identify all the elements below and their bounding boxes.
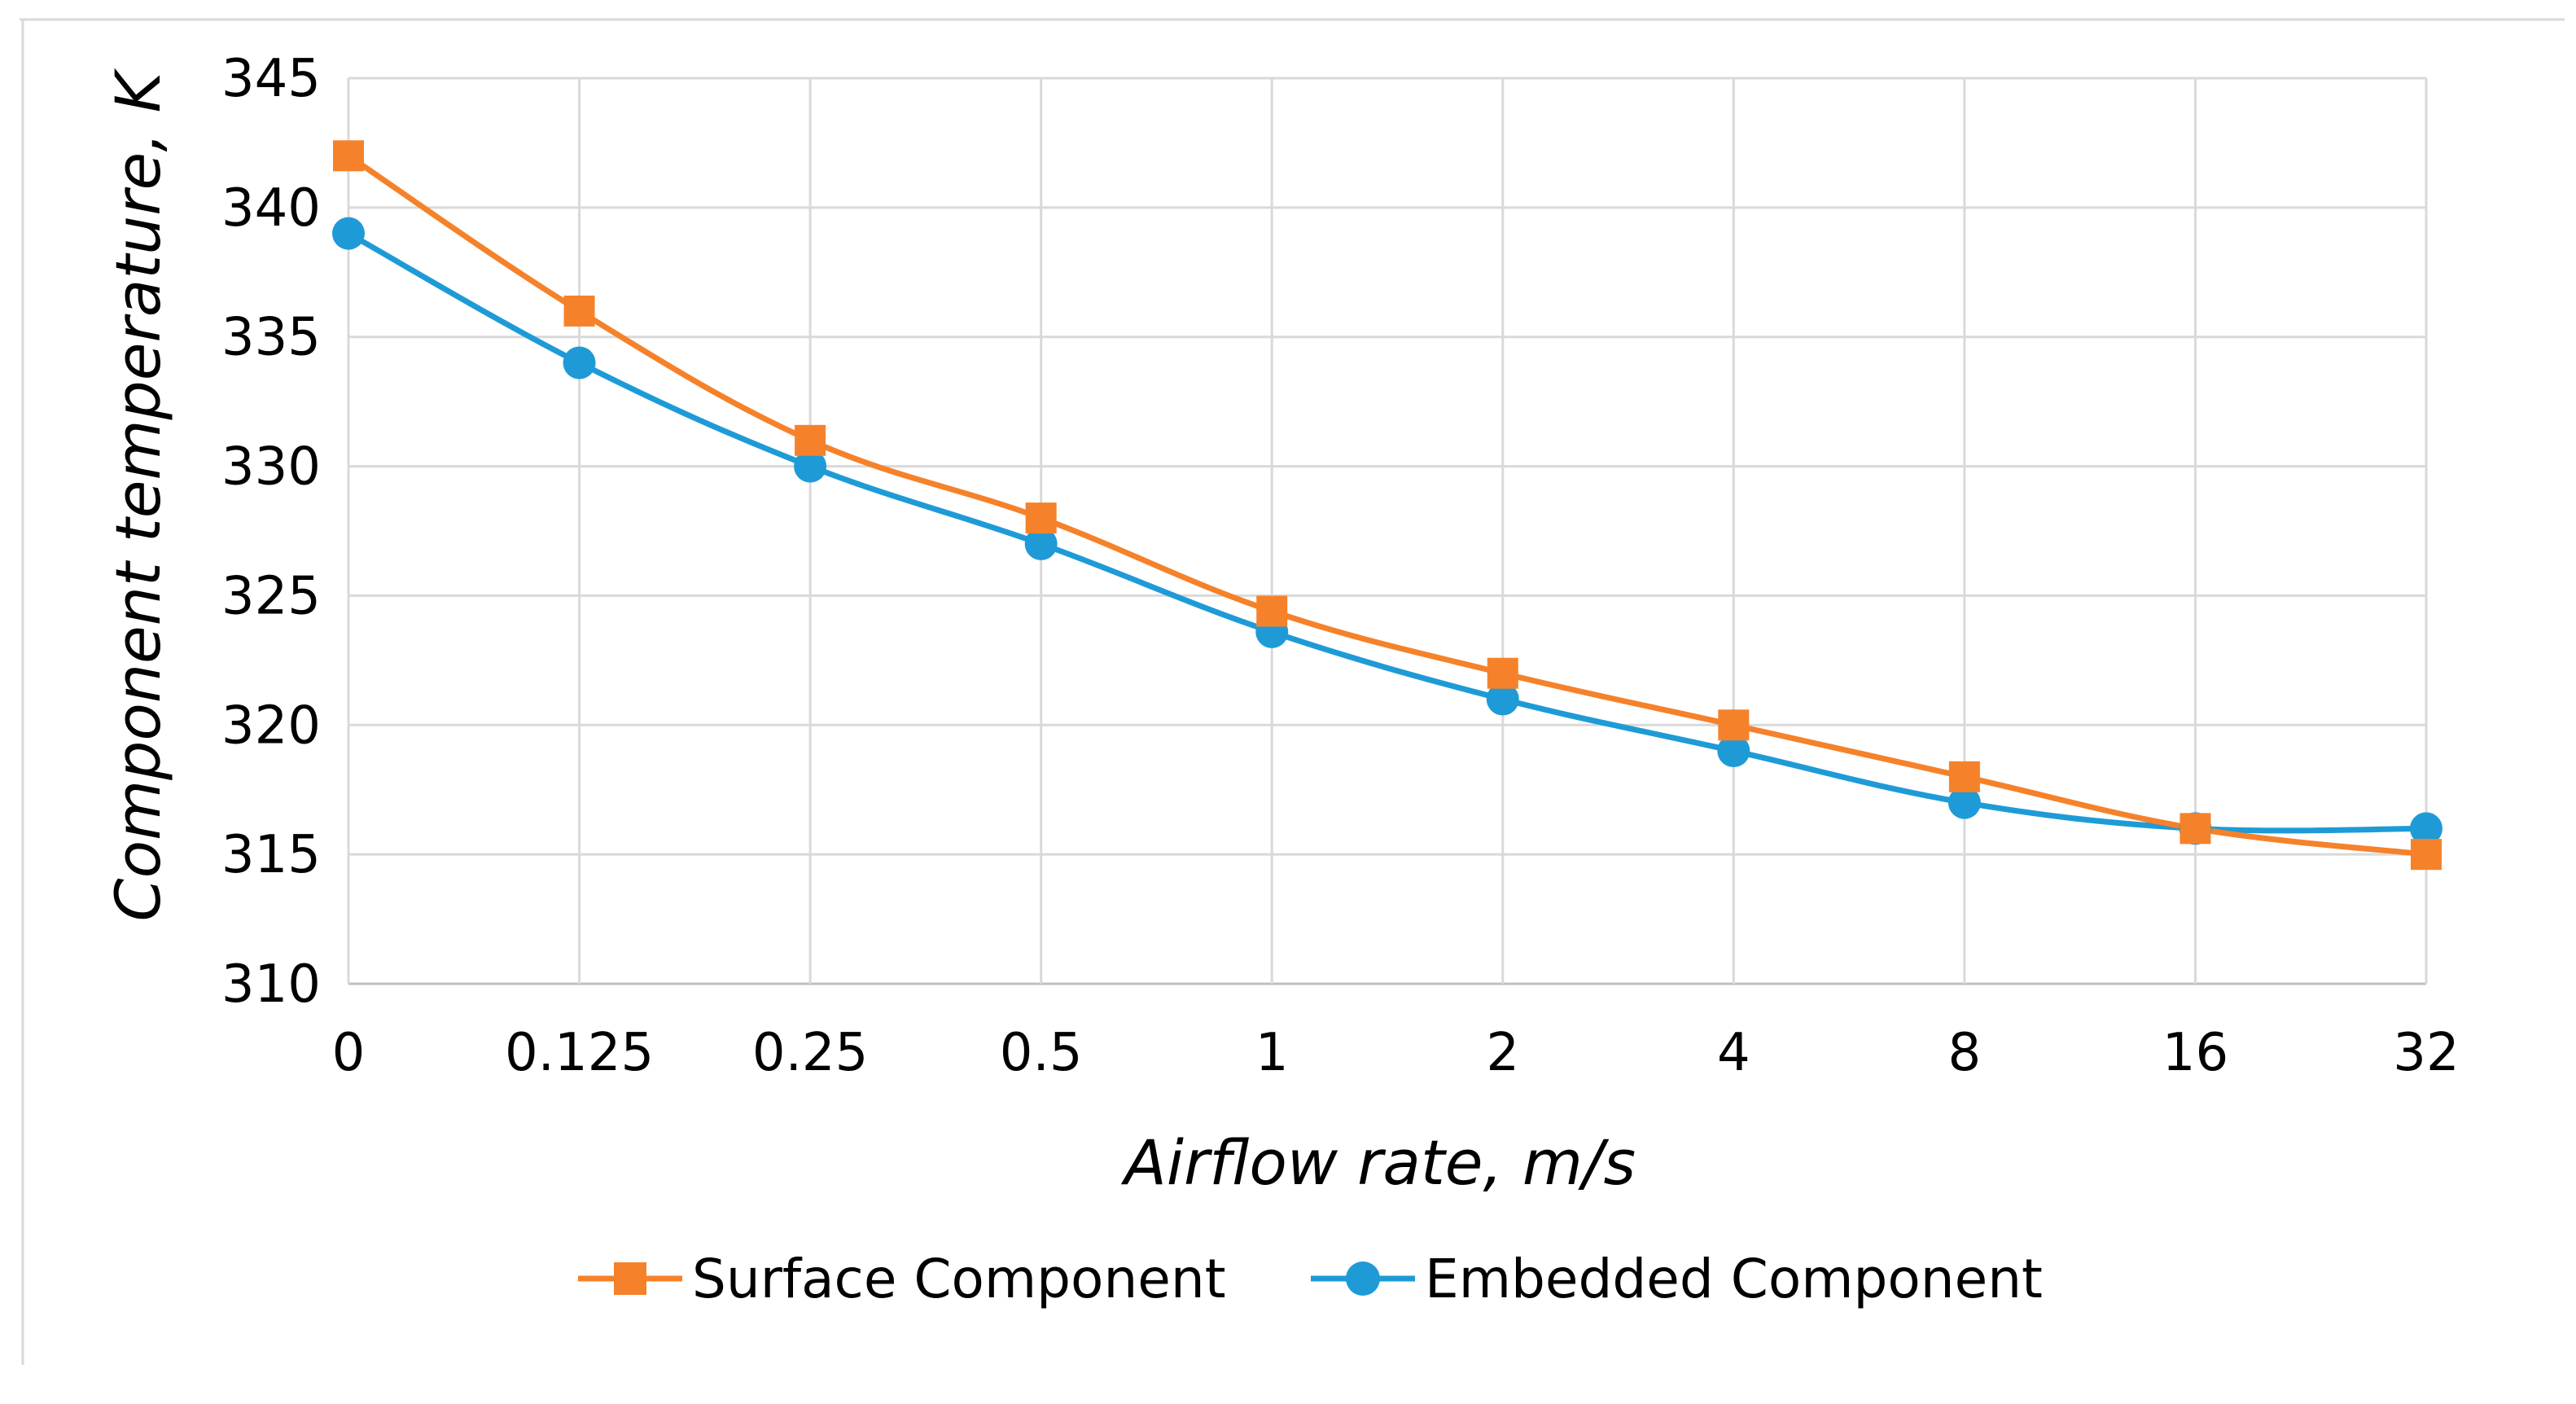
data-point-surface-component[interactable] bbox=[1718, 709, 1750, 741]
x-tick-label: 0 bbox=[332, 1023, 366, 1083]
data-point-surface-component[interactable] bbox=[333, 140, 364, 172]
data-point-embedded-component[interactable] bbox=[1717, 735, 1750, 768]
y-tick-label: 320 bbox=[221, 695, 321, 756]
x-tick-label: 32 bbox=[2393, 1023, 2459, 1083]
x-tick-label: 1 bbox=[1255, 1023, 1289, 1083]
y-axis-tick-labels: 310 315 320 325 330 335 340 345 bbox=[221, 49, 321, 1015]
x-tick-label: 0.5 bbox=[1000, 1023, 1083, 1083]
y-axis-title: Component temperature, K bbox=[102, 68, 174, 921]
series-line-embedded-component bbox=[345, 230, 2429, 834]
series-line-surface-component bbox=[345, 152, 2429, 858]
y-tick-label: 345 bbox=[221, 49, 321, 109]
y-tick-label: 330 bbox=[221, 437, 321, 498]
data-point-surface-component[interactable] bbox=[1948, 761, 1980, 792]
data-point-embedded-component[interactable] bbox=[332, 217, 365, 250]
y-tick-label: 310 bbox=[221, 954, 321, 1015]
data-point-embedded-component[interactable] bbox=[794, 450, 827, 483]
legend-marker-embedded bbox=[1346, 1261, 1380, 1296]
y-tick-label: 340 bbox=[221, 178, 321, 239]
x-tick-label: 0.25 bbox=[752, 1023, 869, 1083]
data-point-surface-component[interactable] bbox=[563, 295, 595, 327]
data-point-surface-component[interactable] bbox=[1025, 502, 1057, 534]
y-tick-label: 325 bbox=[221, 566, 321, 626]
x-tick-label: 0.125 bbox=[505, 1023, 654, 1083]
data-point-embedded-component[interactable] bbox=[1486, 682, 1519, 716]
data-point-surface-component[interactable] bbox=[795, 424, 826, 456]
legend-label-surface: Surface Component bbox=[692, 1248, 1226, 1310]
data-point-surface-component[interactable] bbox=[1487, 657, 1518, 689]
series-lines bbox=[345, 152, 2429, 858]
legend-item-surface[interactable]: Surface Component bbox=[578, 1248, 1226, 1310]
series-markers bbox=[332, 140, 2442, 871]
x-tick-label: 16 bbox=[2162, 1023, 2228, 1083]
y-tick-label: 315 bbox=[221, 825, 321, 885]
data-point-embedded-component[interactable] bbox=[1947, 786, 1981, 819]
x-axis-title: Airflow rate, m/s bbox=[1120, 1126, 1636, 1199]
data-point-embedded-component[interactable] bbox=[563, 346, 596, 380]
legend: Surface Component Embedded Component bbox=[578, 1248, 2043, 1310]
data-point-embedded-component[interactable] bbox=[2410, 812, 2442, 845]
y-tick-label: 335 bbox=[221, 308, 321, 368]
data-point-embedded-component[interactable] bbox=[1024, 527, 1058, 560]
data-point-surface-component[interactable] bbox=[1256, 595, 1288, 627]
legend-item-embedded[interactable]: Embedded Component bbox=[1311, 1248, 2043, 1310]
legend-marker-surface bbox=[614, 1262, 646, 1295]
data-point-surface-component[interactable] bbox=[2180, 813, 2211, 845]
data-point-surface-component[interactable] bbox=[2411, 839, 2442, 871]
x-tick-label: 4 bbox=[1717, 1023, 1750, 1083]
x-tick-label: 8 bbox=[1948, 1023, 1982, 1083]
x-axis-tick-labels: 0 0.125 0.25 0.5 1 2 4 8 16 32 bbox=[332, 1023, 2460, 1083]
legend-label-embedded: Embedded Component bbox=[1425, 1248, 2043, 1310]
x-tick-label: 2 bbox=[1486, 1023, 1519, 1083]
